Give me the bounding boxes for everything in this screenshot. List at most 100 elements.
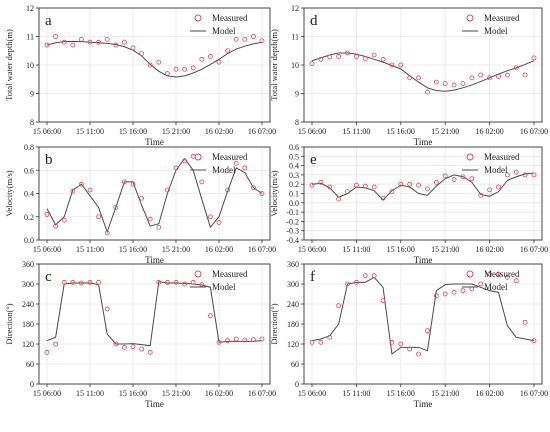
measured-point bbox=[362, 183, 368, 189]
measured-point bbox=[139, 51, 145, 56]
measured-point bbox=[173, 66, 179, 72]
measured-point bbox=[460, 288, 466, 294]
x-tick-label: 16 02:00 bbox=[475, 127, 503, 136]
model-series-line bbox=[311, 52, 535, 92]
y-tick-label: 12 bbox=[291, 4, 299, 13]
measured-point bbox=[353, 182, 359, 188]
x-tick-label: 15 06:00 bbox=[33, 245, 61, 254]
y-tick-label: 0.5 bbox=[289, 152, 299, 161]
measured-point bbox=[318, 179, 324, 185]
measured-point bbox=[460, 174, 466, 180]
x-tick-label: 15 21:00 bbox=[162, 127, 190, 136]
panel-b: 0.0 0.2 0.4 0.6 0.8 15 06:00 15 11:00 15 16:00 1… bbox=[4, 143, 276, 265]
measured-point bbox=[225, 187, 231, 193]
measured-point bbox=[70, 42, 76, 48]
measured-point bbox=[164, 187, 170, 193]
legend-model-label: Model bbox=[212, 282, 236, 292]
y-tick-label: 360 bbox=[287, 260, 299, 269]
model-series-line bbox=[46, 281, 263, 347]
measured-point bbox=[336, 303, 342, 309]
measured-point bbox=[104, 230, 110, 236]
panel-letter: b bbox=[45, 152, 53, 168]
measured-point bbox=[259, 38, 265, 44]
measured-point bbox=[96, 39, 101, 45]
measured-point bbox=[531, 55, 537, 61]
y-axis-label: Total water depth(m) bbox=[4, 29, 14, 101]
x-tick-label: 15 21:00 bbox=[431, 245, 459, 254]
measured-point bbox=[147, 349, 153, 355]
panel-f: 0 60 120 180 240 300 360 15 06:00 15 11:00 15 16:… bbox=[269, 260, 548, 409]
legend-model-label: Model bbox=[484, 26, 508, 36]
legend-measured-marker bbox=[194, 270, 202, 278]
measured-point bbox=[336, 196, 342, 202]
measured-point bbox=[130, 344, 136, 350]
measured-point bbox=[44, 349, 50, 355]
measured-point bbox=[522, 319, 528, 325]
x-tick-label: 16 02:00 bbox=[205, 245, 233, 254]
y-tick-label: 0.3 bbox=[289, 171, 299, 180]
measured-point bbox=[504, 72, 510, 78]
measured-point bbox=[53, 341, 58, 347]
legend-measured-marker bbox=[466, 270, 474, 278]
measured-point bbox=[61, 39, 67, 45]
measured-point bbox=[87, 279, 93, 285]
measured-point bbox=[122, 179, 127, 185]
x-tick-label: 16 07:00 bbox=[248, 389, 276, 398]
measured-point bbox=[425, 89, 430, 95]
x-tick-label: 15 21:00 bbox=[431, 127, 459, 136]
measured-point bbox=[113, 205, 119, 210]
measured-point bbox=[451, 289, 457, 295]
measured-point bbox=[139, 195, 145, 201]
measured-point bbox=[487, 271, 493, 277]
y-tick-label: 12 bbox=[26, 4, 34, 13]
measured-point bbox=[504, 274, 510, 280]
measured-point bbox=[478, 72, 484, 78]
measured-point bbox=[164, 71, 170, 76]
measured-point bbox=[487, 187, 493, 193]
x-tick-label: 15 16:00 bbox=[119, 245, 147, 254]
measured-point bbox=[173, 165, 179, 171]
x-tick-label: 15 06:00 bbox=[298, 389, 326, 398]
measured-point bbox=[242, 36, 248, 42]
y-tick-label: -0.1 bbox=[286, 208, 299, 217]
measured-point bbox=[147, 216, 153, 222]
measured-point bbox=[242, 165, 248, 171]
x-tick-label: 15 21:00 bbox=[162, 245, 190, 254]
x-tick-label: 16 07:00 bbox=[520, 389, 548, 398]
panel-a: 8 9 10 11 12 15 06:00 15 11:00 15 16:00 15 21:00… bbox=[4, 4, 276, 147]
measured-point bbox=[87, 39, 93, 45]
measured-point bbox=[522, 172, 528, 178]
plot-frame bbox=[38, 7, 271, 123]
x-tick-label: 15 16:00 bbox=[387, 127, 415, 136]
measured-point bbox=[407, 346, 413, 352]
measured-point bbox=[156, 59, 162, 65]
measured-point bbox=[327, 334, 333, 340]
measured-point bbox=[531, 338, 537, 344]
measured-point bbox=[309, 182, 315, 188]
measured-point bbox=[407, 181, 413, 187]
measured-point bbox=[53, 223, 58, 229]
measured-point bbox=[250, 34, 256, 39]
measured-point bbox=[353, 54, 359, 59]
measured-point bbox=[182, 158, 188, 164]
plot-frame bbox=[303, 263, 543, 385]
measured-point bbox=[496, 271, 501, 277]
measured-point bbox=[113, 341, 119, 347]
measured-point bbox=[389, 339, 395, 345]
measured-point bbox=[122, 344, 127, 350]
x-axis-label: Time bbox=[145, 137, 164, 147]
measured-point bbox=[362, 273, 368, 279]
measured-point bbox=[318, 56, 324, 62]
x-tick-label: 15 06:00 bbox=[298, 127, 326, 136]
measured-point bbox=[353, 279, 359, 285]
measured-point bbox=[531, 172, 537, 178]
measured-point bbox=[96, 279, 101, 285]
measured-point bbox=[250, 337, 256, 343]
measured-point bbox=[207, 214, 213, 220]
y-axis-label: Direction(°) bbox=[4, 303, 14, 344]
measured-point bbox=[336, 54, 342, 59]
measured-point bbox=[327, 54, 333, 60]
measured-point bbox=[182, 66, 188, 72]
y-tick-label: -0.3 bbox=[286, 227, 299, 236]
y-axis-label: Total water depth(m) bbox=[269, 29, 279, 101]
